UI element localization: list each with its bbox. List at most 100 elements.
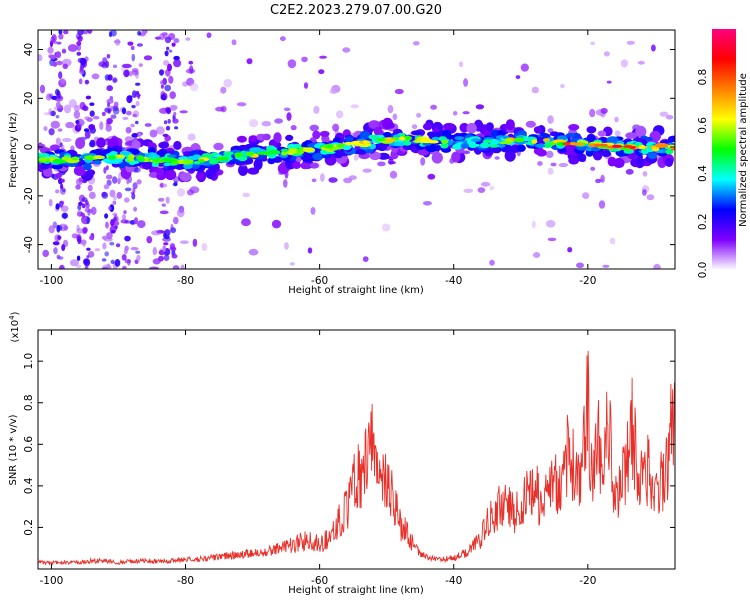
- spectrogram-noise-blob: [56, 225, 63, 231]
- spectrogram-noise-blob: [62, 138, 72, 142]
- spectrogram-core-blob: [654, 143, 669, 148]
- spectrogram-noise-blob: [74, 104, 80, 113]
- spectrogram-ridge-blob: [504, 145, 514, 153]
- snr-y-multiplier: (x104): [8, 311, 21, 342]
- spectrogram-noise-blob: [52, 241, 60, 246]
- spectrogram-noise-blob: [489, 259, 495, 266]
- spectrogram-ridge-blob: [565, 133, 576, 138]
- spectrogram-noise-blob: [168, 49, 173, 53]
- spectrogram-noise-blob: [112, 107, 120, 115]
- spectrogram-ridge-blob: [309, 162, 319, 169]
- spectrogram-ridge-blob: [267, 157, 276, 165]
- spectrogram-noise-blob: [223, 78, 232, 88]
- spectrogram-noise-blob: [121, 107, 127, 115]
- spectrogram-noise-blob: [427, 173, 436, 180]
- spectrogram-noise-blob: [93, 115, 100, 120]
- spectrogram-noise-blob: [319, 55, 327, 59]
- spectrogram-noise-blob: [458, 61, 464, 68]
- snr-y-tick-label: 0.2: [23, 519, 35, 536]
- spectrogram-noise-blob: [56, 92, 62, 100]
- spectrogram-ridge-blob: [410, 130, 422, 136]
- spectrogram-core-blob: [256, 151, 270, 155]
- spectrogram-heatmap: [38, 30, 675, 269]
- spectrogram-noise-blob: [86, 255, 90, 259]
- spectrogram-noise-blob: [236, 102, 247, 107]
- spectrogram-noise-blob: [101, 111, 106, 117]
- spectrogram-ridge-blob: [158, 141, 170, 149]
- spectrogram-noise-blob: [173, 216, 179, 225]
- colorbar-ticks: 0.0 0.2 0.4 0.6 0.8: [697, 69, 709, 279]
- spectrogram-noise-blob: [163, 254, 170, 261]
- spectrogram-y-tick-label: 20: [23, 92, 35, 105]
- spectrogram-ridge-blob: [606, 136, 619, 145]
- spectrogram-noise-blob: [166, 107, 172, 115]
- spectrogram-noise-blob: [114, 259, 121, 267]
- spectrogram-core-blob: [441, 139, 449, 144]
- spectrogram-noise-blob: [135, 100, 140, 107]
- spectrogram-core-blob: [234, 152, 243, 158]
- spectrogram-noise-blob: [159, 80, 167, 85]
- spectrogram-noise-blob: [463, 78, 469, 87]
- spectrogram-noise-blob: [531, 86, 539, 94]
- spectrogram-ridge-blob: [51, 164, 63, 170]
- snr-x-tick-label: -40: [445, 575, 462, 587]
- spectrogram-noise-blob: [122, 214, 126, 221]
- colorbar-tick-label: 0.8: [697, 69, 709, 86]
- spectrogram-ridge-blob: [312, 130, 321, 140]
- spectrogram-noise-blob: [49, 54, 56, 60]
- spectrogram-noise-blob: [75, 119, 80, 125]
- spectrogram-noise-blob: [163, 120, 168, 125]
- snr-panel: -100 -80 -60 -40 -20 0.2 0.4 0.6 0.8 1.0 Height o…: [8, 311, 676, 596]
- spectrogram-noise-blob: [75, 178, 83, 186]
- spectrogram-y-tick-label: 0: [23, 144, 35, 151]
- spectrogram-noise-blob: [133, 206, 138, 212]
- spectrogram-noise-blob: [156, 126, 165, 135]
- spectrogram-noise-blob: [61, 144, 65, 150]
- spectrogram-noise-blob: [533, 252, 541, 258]
- spectrogram-ridge-blob: [441, 130, 452, 139]
- spectrogram-noise-blob: [595, 178, 602, 184]
- spectrogram-ridge-blob: [459, 122, 470, 133]
- spectrogram-frame: [37, 29, 676, 270]
- spectrogram-noise-blob: [220, 86, 227, 94]
- spectrogram-noise-blob: [192, 238, 198, 247]
- spectrogram-peak-blob: [569, 142, 582, 146]
- spectrogram-noise-blob: [76, 51, 82, 56]
- spectrogram-ridge-blob: [377, 144, 387, 152]
- spectrogram-noise-blob: [489, 185, 495, 191]
- spectrogram-ridge-blob: [377, 152, 390, 160]
- spectrogram-noise-blob: [146, 236, 153, 244]
- spectrogram-noise-blob: [50, 36, 55, 44]
- spectrogram-ridge-blob: [425, 143, 438, 153]
- spectrogram-ridge-blob: [369, 151, 381, 161]
- spectrogram-noise-blob: [129, 70, 133, 77]
- spectrogram-ridge-blob: [535, 143, 546, 148]
- spectrogram-noise-blob: [310, 207, 316, 215]
- spectrogram-noise-blob: [416, 112, 422, 118]
- spectrogram-noise-blob: [104, 74, 110, 81]
- spectrogram-noise-blob: [112, 77, 118, 84]
- spectrogram-noise-blob: [103, 184, 110, 190]
- spectrogram-noise-blob: [311, 178, 317, 183]
- spectrogram-noise-blob: [59, 200, 65, 205]
- spectrogram-noise-blob: [48, 225, 55, 234]
- spectrogram-noise-blob: [394, 88, 404, 95]
- spectrogram-noise-blob: [176, 208, 185, 218]
- spectrogram-noise-blob: [480, 181, 491, 187]
- spectrogram-core-blob: [651, 146, 660, 152]
- spectrogram-ridge-blob: [96, 137, 106, 148]
- spectrogram-ridge-blob: [38, 152, 44, 157]
- spectrogram-noise-blob: [106, 54, 111, 59]
- spectrogram-noise-blob: [89, 139, 96, 148]
- spectrogram-noise-blob: [342, 47, 351, 53]
- spectrogram-noise-blob: [122, 63, 132, 69]
- spectrogram-noise-blob: [135, 120, 139, 125]
- spectrogram-ridge-blob: [466, 122, 478, 134]
- spectrogram-ridge-blob: [591, 146, 601, 152]
- spectrogram-ridge-blob: [333, 137, 342, 143]
- spectrogram-noise-blob: [85, 203, 90, 209]
- spectrogram-noise-blob: [107, 109, 111, 114]
- spectrogram-ridge-blob: [223, 151, 234, 156]
- spectrogram-noise-blob: [242, 192, 251, 198]
- spectrogram-ridge-blob: [213, 142, 224, 151]
